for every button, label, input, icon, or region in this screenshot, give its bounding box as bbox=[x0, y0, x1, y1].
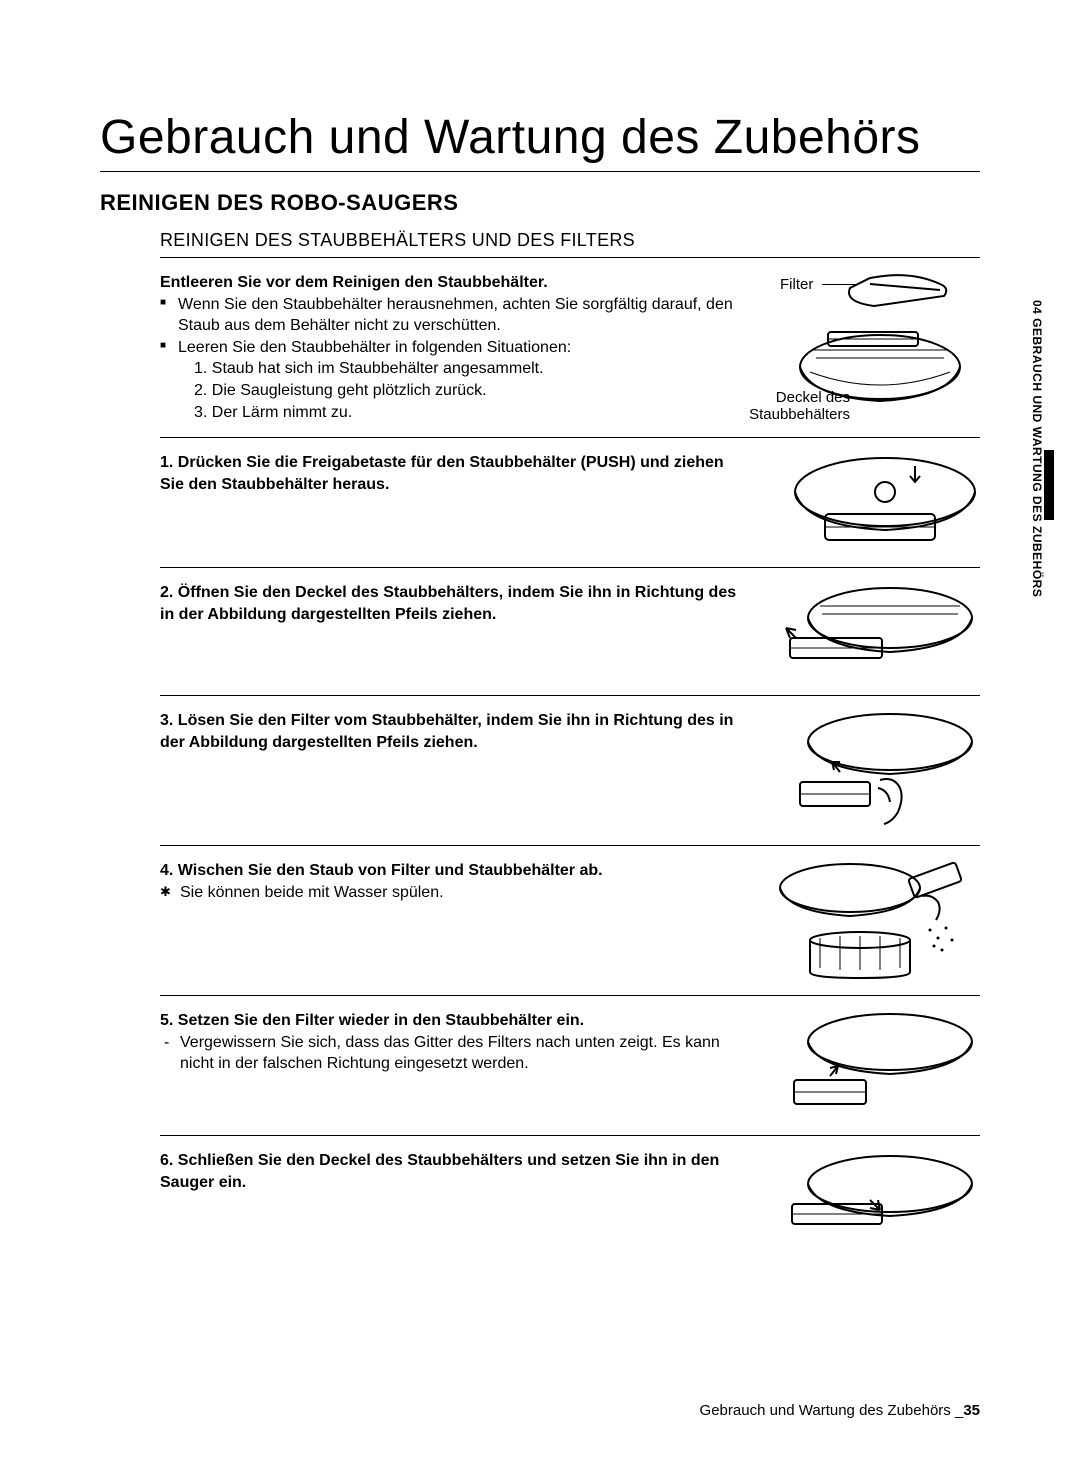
intro-block: Entleeren Sie vor dem Reinigen den Staub… bbox=[160, 272, 980, 423]
step-4-sub: Sie können beide mit Wasser spülen. bbox=[160, 882, 750, 904]
section-heading: REINIGEN DES ROBO-SAUGERS bbox=[100, 190, 980, 216]
intro-bullet-1: Wenn Sie den Staubbehälter herausnehmen,… bbox=[160, 294, 740, 337]
step-1-title: 1. Drücken Sie die Freigabetaste für den… bbox=[160, 452, 750, 495]
page-title: Gebrauch und Wartung des Zubehörs bbox=[100, 110, 980, 172]
step-4: 4. Wischen Sie den Staub von Filter und … bbox=[160, 845, 980, 995]
intro-num-2: 2. Die Saugleistung geht plötzlich zurüc… bbox=[160, 380, 740, 402]
page-footer: Gebrauch und Wartung des Zubehörs _35 bbox=[700, 1402, 980, 1419]
footer-text: Gebrauch und Wartung des Zubehörs _ bbox=[700, 1402, 964, 1419]
step-3-figure bbox=[770, 710, 980, 835]
step-5-title: 5. Setzen Sie den Filter wieder in den S… bbox=[160, 1010, 750, 1032]
step-4-title: 4. Wischen Sie den Staub von Filter und … bbox=[160, 860, 750, 882]
step-1-figure bbox=[770, 452, 980, 557]
side-tab-marker bbox=[1044, 450, 1054, 520]
intro-figure: Filter Deckel des Staubbeh bbox=[760, 272, 980, 423]
step-4-figure bbox=[770, 860, 980, 985]
step-2: 2. Öffnen Sie den Deckel des Staubbehält… bbox=[160, 567, 980, 695]
figure-label-filter: Filter bbox=[780, 276, 813, 293]
step-6: 6. Schließen Sie den Deckel des Staubbeh… bbox=[160, 1135, 980, 1263]
footer-page-number: 35 bbox=[963, 1402, 980, 1419]
step-5: 5. Setzen Sie den Filter wieder in den S… bbox=[160, 995, 980, 1135]
figure-label-deckel: Deckel des Staubbehälters bbox=[710, 389, 850, 423]
step-1: 1. Drücken Sie die Freigabetaste für den… bbox=[160, 437, 980, 567]
step-2-title: 2. Öffnen Sie den Deckel des Staubbehält… bbox=[160, 582, 750, 625]
intro-heading: Entleeren Sie vor dem Reinigen den Staub… bbox=[160, 272, 740, 294]
step-6-title: 6. Schließen Sie den Deckel des Staubbeh… bbox=[160, 1150, 750, 1193]
step-6-figure bbox=[770, 1150, 980, 1250]
side-tab-label: 04 GEBRAUCH UND WARTUNG DES ZUBEHÖRS bbox=[1030, 300, 1044, 597]
step-2-figure bbox=[770, 582, 980, 682]
step-5-sub: Vergewissern Sie sich, dass das Gitter d… bbox=[160, 1032, 750, 1075]
intro-bullet-2: Leeren Sie den Staubbehälter in folgende… bbox=[160, 337, 740, 359]
step-3-title: 3. Lösen Sie den Filter vom Staubbehälte… bbox=[160, 710, 750, 753]
step-3: 3. Lösen Sie den Filter vom Staubbehälte… bbox=[160, 695, 980, 845]
intro-num-1: 1. Staub hat sich im Staubbehälter anges… bbox=[160, 358, 740, 380]
intro-num-3: 3. Der Lärm nimmt zu. bbox=[160, 402, 740, 424]
step-5-figure bbox=[770, 1010, 980, 1125]
sub-heading: REINIGEN DES STAUBBEHÄLTERS UND DES FILT… bbox=[160, 230, 980, 258]
